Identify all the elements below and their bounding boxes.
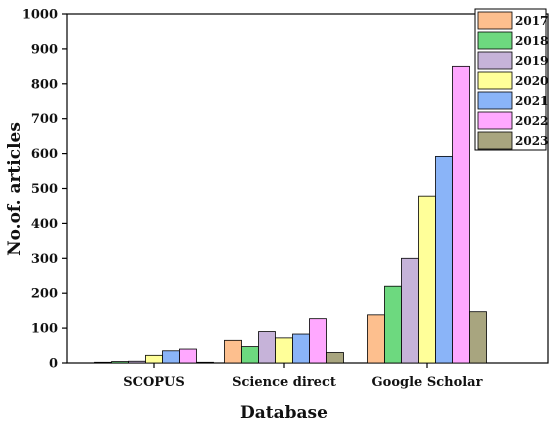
y-tick-label: 500: [31, 182, 58, 197]
legend-label: 2023: [515, 134, 548, 148]
x-axis-title: Database: [240, 403, 328, 423]
legend-swatch: [477, 11, 513, 30]
bar-2018-google-scholar: [384, 285, 402, 364]
y-tick-label: 1000: [22, 8, 58, 23]
x-tick-label: Science direct: [232, 375, 336, 390]
x-tick-label: SCOPUS: [123, 375, 185, 390]
legend-swatch: [477, 31, 513, 50]
legend-swatch: [477, 91, 513, 110]
bar-2018-science-direct: [241, 346, 259, 364]
bar-2017-science-direct: [224, 339, 242, 364]
legend-swatch: [477, 71, 513, 90]
y-tick-label: 400: [31, 217, 58, 232]
legend-label: 2018: [515, 34, 548, 48]
x-axis: SCOPUS Science direct Google Scholar: [123, 363, 483, 390]
y-tick-label: 900: [31, 42, 58, 57]
y-tick-label: 200: [31, 287, 58, 302]
bar-2017-google-scholar: [367, 314, 385, 364]
y-axis: 0 100 200 300 400 500 600 700 800 900 1000: [22, 8, 67, 372]
bar-2017-scopus: [94, 361, 112, 364]
bar-2019-science-direct: [258, 331, 276, 364]
legend-swatch: [477, 131, 513, 150]
legend-label: 2020: [515, 74, 548, 88]
bar-2020-scopus: [145, 354, 163, 364]
legend-label: 2017: [515, 14, 548, 28]
bar-2020-google-scholar: [418, 195, 436, 364]
bar-2021-scopus: [162, 350, 180, 364]
legend-label: 2019: [515, 54, 548, 68]
y-tick-label: 700: [31, 112, 58, 127]
bar-2022-scopus: [179, 348, 197, 364]
legend-swatch: [477, 111, 513, 130]
y-tick-label: 0: [49, 357, 58, 372]
legend-swatch: [477, 51, 513, 70]
bar-2018-scopus: [111, 361, 129, 364]
bar-2020-science-direct: [275, 337, 293, 364]
x-tick-label: Google Scholar: [372, 375, 483, 390]
y-tick-label: 600: [31, 147, 58, 162]
y-tick-label: 100: [31, 322, 58, 337]
bar-2023-science-direct: [326, 352, 344, 364]
legend-label: 2022: [515, 114, 548, 128]
y-tick-label: 300: [31, 252, 58, 267]
bar-2022-google-scholar: [452, 65, 470, 364]
bar-2022-science-direct: [309, 318, 327, 364]
legend: 2017 2018 2019 2020 2021 2022 2023: [474, 8, 548, 151]
bar-2019-google-scholar: [401, 257, 419, 364]
bar-2019-scopus: [128, 360, 146, 364]
bars: [94, 65, 487, 364]
bar-2023-google-scholar: [469, 311, 487, 364]
y-axis-title: No.of. articles: [5, 122, 25, 256]
bar-2023-scopus: [196, 361, 214, 364]
bar-2021-google-scholar: [435, 155, 453, 364]
bar-2021-science-direct: [292, 333, 310, 364]
legend-label: 2021: [515, 94, 548, 108]
y-tick-label: 800: [31, 77, 58, 92]
